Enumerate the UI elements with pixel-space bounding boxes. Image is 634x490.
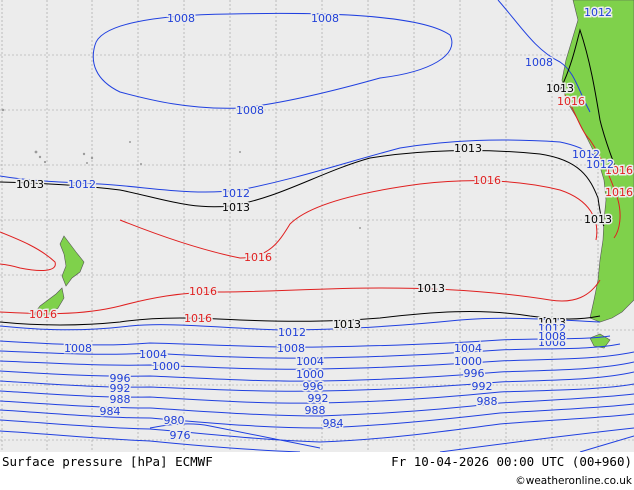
isobar-label: 992: [472, 380, 493, 393]
graticule: [0, 0, 634, 452]
valid-time: Fr 10-04-2026 00:00 UTC (00+960): [391, 454, 632, 469]
isobar-label: 1008: [538, 336, 566, 349]
credit-link[interactable]: ©weatheronline.co.uk: [515, 475, 633, 487]
isobar-label: 988: [477, 395, 498, 408]
isobar-label: 996: [464, 367, 485, 380]
isobar-label: 1016: [184, 312, 212, 325]
isobar-label: 1012: [538, 322, 566, 335]
isobar-label: 988: [305, 404, 326, 417]
isobar-label: 988: [110, 393, 131, 406]
isobar-label: 1012: [68, 178, 96, 191]
isobar-label: 1016: [244, 251, 272, 264]
isobar-label: 1008: [525, 56, 553, 69]
isobar-label: 1004: [296, 355, 324, 368]
isobar-label: 976: [170, 429, 191, 442]
isobar-label: 1000: [454, 355, 482, 368]
isobar-label: 1008: [236, 104, 264, 117]
new-zealand-north-island: [59, 235, 85, 287]
isobar-label: 996: [110, 372, 131, 385]
isobar-label: 1013: [538, 316, 566, 329]
isobar-label: 1016: [557, 95, 585, 108]
isobar-label: 1012: [572, 148, 600, 161]
isobars: [0, 0, 634, 453]
footer-band: [0, 452, 634, 490]
isobar-label: 1013: [222, 201, 250, 214]
isobar-label: 1016: [473, 174, 501, 187]
isobar-label: 1004: [139, 348, 167, 361]
isobar-label: 1008: [64, 342, 92, 355]
isobar-label: 1013: [333, 318, 361, 331]
isobar-label: 1012: [584, 6, 612, 19]
isobar-label: 1013: [584, 213, 612, 226]
isobar-label: 1013: [16, 178, 44, 191]
isobar-label: 1012: [222, 187, 250, 200]
isobar-label: 1016: [29, 308, 57, 321]
isobar-label: 1012: [586, 158, 614, 171]
isobar-label: 1008: [277, 342, 305, 355]
isobar-label: 992: [308, 392, 329, 405]
isobar-label: 1016: [605, 186, 633, 199]
isobar-label: 996: [303, 380, 324, 393]
land-masses: [33, 0, 634, 349]
map-title: Surface pressure [hPa] ECMWF: [2, 454, 213, 469]
isobar-label: 980: [164, 414, 185, 427]
isobar-label: 1013: [546, 82, 574, 95]
isobar-label: 984: [323, 417, 344, 430]
isobar-label: 984: [100, 405, 121, 418]
isobar-label: 1016: [189, 285, 217, 298]
isobar-label: 1016: [605, 164, 633, 177]
isobar-label: 1000: [296, 368, 324, 381]
isobar-label: 1004: [454, 342, 482, 355]
new-zealand-south-island: [33, 287, 65, 319]
isobar-label: 1008: [167, 12, 195, 25]
isobar-labels: 1008 100810081008101210131016101210131012…: [15, 5, 634, 444]
isobar-label: 1013: [454, 142, 482, 155]
small-islands: [1, 108, 361, 229]
isobar-label: 1000: [152, 360, 180, 373]
isobar-label: 992: [110, 382, 131, 395]
isobar-label: 1013: [417, 282, 445, 295]
isobar-label: 1008: [538, 330, 566, 343]
isobar-label: 1008: [311, 12, 339, 25]
ocean-background: [0, 0, 634, 452]
south-america-land: [561, 0, 634, 323]
isobar-label: 1012: [278, 326, 306, 339]
